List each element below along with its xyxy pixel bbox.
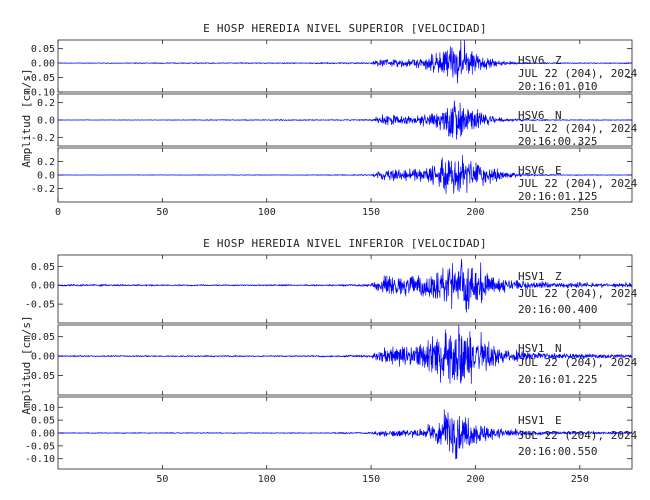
panel-hsv6-n: 0.2 0.0 -0.2 HSV6 N JUL 22 (204), 2024 20:… [31, 93, 638, 148]
y-tick-label: 0.2 [37, 157, 55, 168]
y-tick-label: -0.05 [25, 371, 55, 382]
x-tick-label: 50 [156, 207, 168, 218]
x-tick-label: 0 [55, 207, 61, 218]
trace-hsv1-z [57, 258, 633, 313]
y-tick-label: 0.00 [31, 352, 55, 363]
chart-title: E HOSP HEREDIA NIVEL INFERIOR [VELOCIDAD… [203, 237, 487, 250]
station-label: HSV1 [518, 414, 545, 427]
station-label: HSV6 [518, 109, 545, 122]
y-tick-label: 0.05 [31, 262, 55, 273]
y-tick-label: 0.05 [31, 44, 55, 55]
y-tick-label: 0.10 [31, 403, 55, 414]
x-tick-label: 50 [156, 474, 168, 485]
y-ticks: 0.05 0.00 -0.05 [25, 325, 632, 395]
chart-inferior: E HOSP HEREDIA NIVEL INFERIOR [VELOCIDAD… [20, 237, 638, 485]
time-label: 20:16:01.125 [518, 190, 597, 203]
panel-hsv1-e: 0.10 0.05 0.00-0.05 -0.10 HSV1 E JUL 22 (20… [25, 396, 638, 470]
component-label: Z [555, 54, 562, 67]
time-label: 20:16:00.550 [518, 445, 597, 458]
component-label: N [555, 109, 562, 122]
panel-hsv1-n: 0.050.00-0.05 HSV1 N JUL 22 (204), 2024 … [25, 324, 638, 396]
panel-hsv6-z: 0.05 0.00 -0.05 -0.10 HSV6 Z JUL 22 (204), … [25, 39, 638, 99]
date-label: JUL 22 (204), 2024 [518, 356, 638, 369]
x-tick-label: 200 [466, 474, 484, 485]
date-label: JUL 22 (204), 2024 [518, 177, 638, 190]
y-tick-label: 0.0 [37, 116, 55, 127]
y-tick-label: -0.10 [25, 454, 55, 465]
chart-title: E HOSP HEREDIA NIVEL SUPERIOR [VELOCIDAD… [203, 22, 487, 35]
panel-frame [57, 324, 633, 396]
panel-frame [57, 396, 633, 470]
y-tick-label: -0.2 [31, 184, 55, 195]
y-tick-label: -0.05 [25, 73, 55, 84]
component-label: E [555, 164, 562, 177]
station-label: HSV6 [518, 54, 545, 67]
x-tick-label: 250 [571, 474, 589, 485]
x-tick-label: 200 [466, 207, 484, 218]
trace-hsv6-e [57, 154, 633, 194]
date-label: JUL 22 (204), 2024 [518, 122, 638, 135]
station-label: HSV6 [518, 164, 545, 177]
y-tick-label: 0.00 [31, 281, 55, 292]
panel-hsv1-z: 0.050.00-0.05 HSV1 Z JUL 22 (204), 2024 … [25, 254, 638, 324]
trace-hsv6-z [57, 39, 633, 84]
panel-frame [57, 93, 633, 147]
y-tick-label: -0.05 [25, 441, 55, 452]
date-label: JUL 22 (204), 2024 [518, 67, 638, 80]
time-label: 20:16:01.010 [518, 80, 597, 93]
x-ticks: 0 50 100 150 200 250 [55, 207, 589, 218]
component-label: E [555, 414, 562, 427]
trace-hsv6-n [57, 100, 633, 140]
station-label: HSV1 [518, 342, 545, 355]
station-label: HSV1 [518, 270, 545, 283]
x-ticks: 50 100 150 200 250 [156, 474, 589, 485]
time-label: 20:16:00.400 [518, 303, 597, 316]
y-tick-label: 0.0 [37, 171, 55, 182]
y-axis-label: Amplitud [cm/s] [20, 68, 33, 167]
y-tick-label: -0.05 [25, 300, 55, 311]
panel-frame [57, 147, 633, 203]
y-tick-label: 0.05 [31, 416, 55, 427]
panel-frame [57, 254, 633, 324]
y-axis-label: Amplitud [cm/s] [20, 315, 33, 414]
x-tick-label: 250 [571, 207, 589, 218]
component-label: N [555, 342, 562, 355]
panel-hsv6-e: 0.2 0.0 -0.2 HSV6 E JUL 22 (204), 2024 20:… [31, 147, 638, 203]
y-tick-label: 0.2 [37, 98, 55, 109]
panel-frame [57, 39, 633, 93]
trace-hsv1-n [57, 324, 633, 384]
y-ticks: 0.10 0.05 0.00-0.05 -0.10 [25, 397, 632, 469]
date-label: JUL 22 (204), 2024 [518, 429, 638, 442]
trace-hsv1-e [57, 409, 633, 460]
time-label: 20:16:00.325 [518, 135, 597, 148]
y-tick-label: 0.05 [31, 332, 55, 343]
y-tick-label: -0.10 [25, 88, 55, 99]
y-tick-label: -0.2 [31, 133, 55, 144]
chart-superior: E HOSP HEREDIA NIVEL SUPERIOR [VELOCIDAD… [20, 22, 638, 218]
x-tick-label: 100 [258, 474, 276, 485]
x-tick-label: 150 [362, 474, 380, 485]
y-tick-label: 0.00 [31, 59, 55, 70]
date-label: JUL 22 (204), 2024 [518, 287, 638, 300]
time-label: 20:16:01.225 [518, 373, 597, 386]
x-tick-label: 100 [258, 207, 276, 218]
y-tick-label: 0.00 [31, 429, 55, 440]
x-tick-label: 150 [362, 207, 380, 218]
component-label: Z [555, 270, 562, 283]
